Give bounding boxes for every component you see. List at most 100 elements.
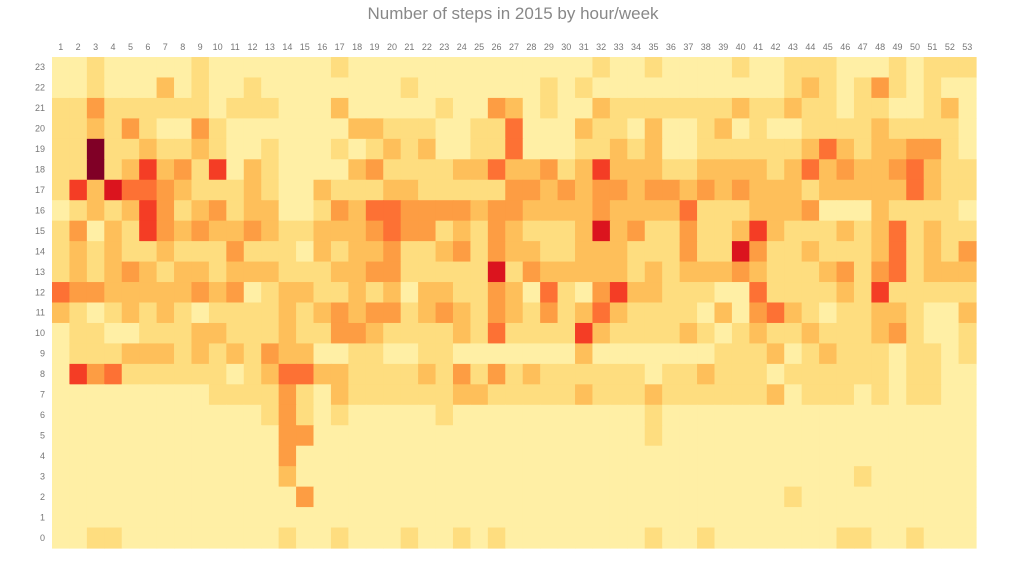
heatmap-cell [52,384,71,406]
heatmap-cell [139,261,158,283]
heatmap-cell [575,261,594,283]
heatmap-cell [749,200,768,222]
heatmap-cell [557,241,576,263]
heatmap-cell [644,486,663,508]
heatmap-cell [906,425,925,447]
heatmap-cell [505,220,524,242]
heatmap-cell [662,138,681,160]
heatmap-cell [505,241,524,263]
heatmap-cell [644,282,663,304]
heatmap-cell [958,179,977,201]
heatmap-cell [348,138,367,160]
heatmap-cell [487,363,506,385]
heatmap-cell [69,445,88,467]
heatmap-cell [487,97,506,119]
heatmap-cell [418,384,437,406]
heatmap-cell [226,425,245,447]
heatmap-cell [365,527,384,549]
heatmap-cell [540,466,559,488]
heatmap-cell [156,241,175,263]
x-tick-label: 44 [805,42,815,52]
heatmap-cell [313,159,332,181]
heatmap-cell [121,425,140,447]
heatmap-cell [853,425,872,447]
heatmap-cell [575,241,594,263]
heatmap-cell [906,138,925,160]
heatmap-cell [679,425,698,447]
heatmap-cell [522,200,541,222]
heatmap-cell [330,322,349,345]
heatmap-cell [208,220,227,242]
heatmap-cell [731,57,750,79]
heatmap-cell [906,282,925,304]
y-tick-label: 0 [40,533,45,543]
heatmap-cell [174,97,193,119]
heatmap-cell [278,343,297,365]
y-tick-label: 18 [35,165,45,175]
heatmap-cell [592,241,611,263]
heatmap-cell [941,466,960,488]
heatmap-cell [906,363,925,385]
x-tick-label: 39 [718,42,728,52]
heatmap-cell [261,200,280,222]
heatmap-cell [261,363,280,385]
heatmap-cell [941,322,960,345]
heatmap-cell [470,241,489,263]
heatmap-cell [278,486,297,508]
heatmap-cell [330,138,349,160]
heatmap-cell [156,343,175,365]
heatmap-cell [888,159,907,181]
heatmap-cell [627,363,646,385]
heatmap-cell [470,527,489,549]
heatmap-cell [714,241,733,263]
x-tick-label: 10 [213,42,223,52]
heatmap-cell [609,322,628,345]
heatmap-cell [923,159,942,181]
heatmap-cell [627,302,646,324]
heatmap-cell [871,343,890,365]
heatmap-cell [86,57,105,79]
heatmap-cell [191,302,210,324]
heatmap-cell [784,404,803,426]
heatmap-cell [627,179,646,201]
heatmap-cell [226,261,245,283]
heatmap-cell [609,466,628,488]
heatmap-cell [714,302,733,324]
heatmap-cell [452,220,472,242]
heatmap-cell [801,445,820,467]
heatmap-cell [888,118,907,140]
heatmap-cell [906,343,925,365]
heatmap-cell [365,118,384,140]
heatmap-cell [801,404,820,426]
heatmap-cell [243,466,262,488]
heatmap-cell [662,179,681,201]
heatmap-cell [906,77,925,99]
heatmap-cell [243,343,262,365]
x-tick-label: 33 [614,42,624,52]
heatmap-cell [662,118,681,140]
heatmap-cell [958,384,977,406]
heatmap-cell [121,282,140,304]
heatmap-cell [522,97,541,119]
heatmap-cell [906,159,925,181]
heatmap-cell [452,97,472,119]
heatmap-cell [487,302,506,324]
heatmap-cell [139,486,158,508]
heatmap-cell [487,200,506,222]
heatmap-cell [662,241,681,263]
heatmap-cell [435,241,454,263]
heatmap-cell [191,241,210,263]
heatmap-cell [365,138,384,160]
heatmap-cell [871,77,890,99]
heatmap-cell [365,425,384,447]
heatmap-cell [313,220,332,242]
heatmap-cell [330,220,349,242]
x-tick-label: 50 [910,42,920,52]
heatmap-cell [278,507,297,529]
heatmap-cell [86,507,105,529]
x-tick-label: 17 [335,42,345,52]
heatmap-cell [731,261,750,283]
x-tick-label: 20 [387,42,397,52]
heatmap-cell [609,77,628,99]
heatmap-cell [191,261,210,283]
